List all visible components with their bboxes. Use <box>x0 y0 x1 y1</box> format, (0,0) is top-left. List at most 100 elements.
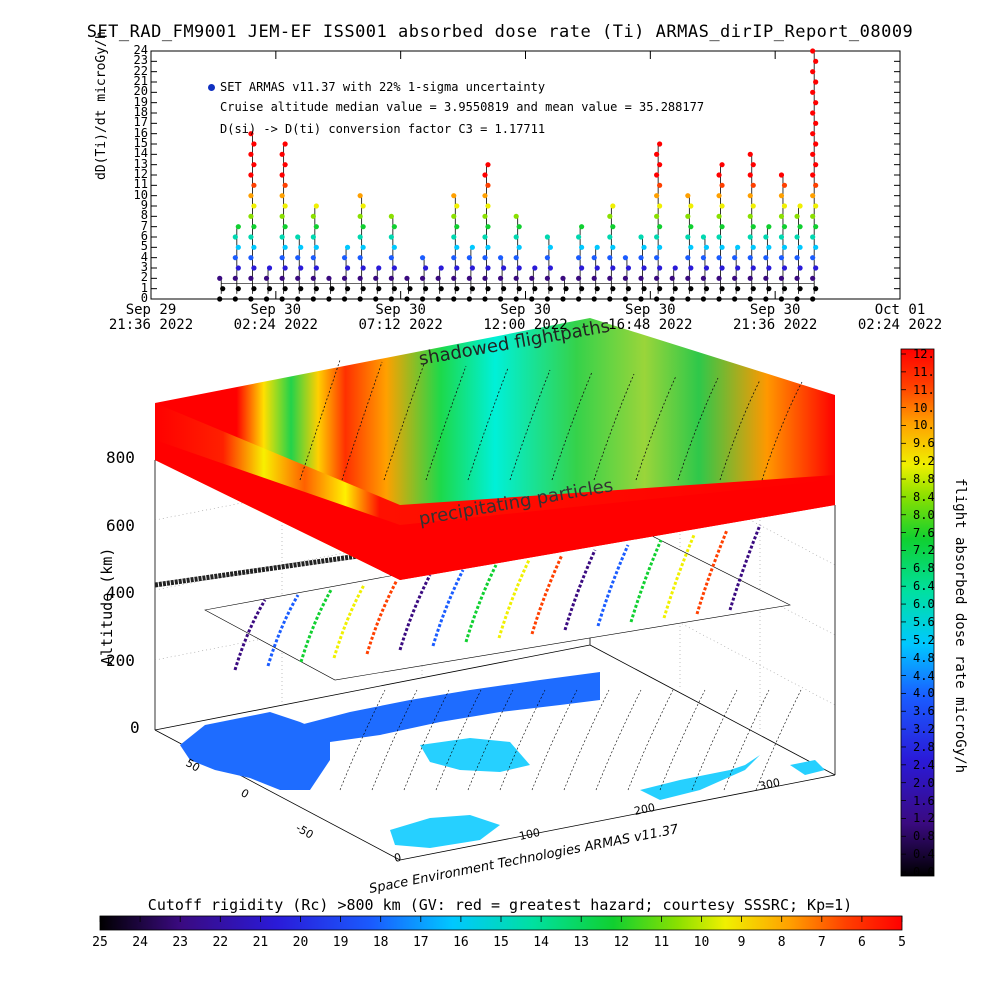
data-point <box>547 244 554 250</box>
data-point <box>298 265 304 271</box>
data-point <box>638 255 644 261</box>
ytick-label: 24 <box>133 43 148 57</box>
data-point <box>594 286 600 292</box>
ytick-label: 10 <box>133 187 148 202</box>
map-landmass-north <box>300 672 600 742</box>
ytick-label: 7 <box>140 218 148 233</box>
right-colorbar-value: 9.2 <box>913 454 935 469</box>
data-point <box>357 193 363 199</box>
data-point <box>797 224 803 230</box>
data-point <box>766 265 772 271</box>
data-point <box>747 255 753 261</box>
longitude-tick: 200 <box>633 801 656 818</box>
data-point <box>594 265 600 271</box>
data-point <box>766 244 772 250</box>
data-point <box>576 234 582 240</box>
slab-track <box>761 381 803 481</box>
ground-track <box>499 689 546 791</box>
data-point <box>454 224 460 230</box>
data-point <box>763 296 769 302</box>
data-point <box>781 286 788 292</box>
data-point <box>419 275 426 281</box>
data-point <box>750 265 756 271</box>
data-point <box>579 224 585 230</box>
map-landmass-pacific <box>790 760 825 775</box>
latitude-tick: -50 <box>294 821 316 841</box>
data-point <box>688 286 694 292</box>
data-point <box>732 255 738 261</box>
bottom-colorbar-value: 12 <box>613 935 630 950</box>
data-point <box>810 110 816 116</box>
data-point <box>516 286 522 292</box>
data-point <box>763 275 769 281</box>
longitude-tick: 0 <box>393 851 403 865</box>
ytick-label: 1 <box>140 280 148 295</box>
data-point <box>391 265 397 271</box>
xtick-date: Sep 29 <box>125 302 177 318</box>
right-colorbar-value: 6.0 <box>913 597 935 612</box>
top-xtick-marks <box>150 51 901 299</box>
data-point <box>482 275 488 281</box>
data-point <box>810 48 816 54</box>
orbit-track <box>464 564 498 643</box>
right-colorbar-value: 11. <box>913 382 935 397</box>
legend-dot-icon <box>208 84 215 91</box>
right-colorbar-value: 12. <box>913 347 935 361</box>
data-point <box>750 286 756 292</box>
data-point <box>313 203 319 209</box>
data-point <box>669 296 675 302</box>
chart-title: SET_RAD_FM9001 JEM-EF ISS001 absorbed do… <box>86 22 914 42</box>
data-point <box>625 286 632 292</box>
data-point <box>657 203 663 209</box>
data-point <box>607 255 613 261</box>
data-point <box>357 275 363 281</box>
data-point <box>310 255 316 261</box>
data-point <box>700 255 707 261</box>
data-point <box>747 193 753 199</box>
data-point <box>778 193 785 199</box>
data-point <box>688 224 694 230</box>
data-point <box>282 203 288 209</box>
data-point <box>251 141 257 147</box>
data-point <box>513 296 519 302</box>
slab-track <box>425 365 467 481</box>
right-colorbar <box>900 348 935 877</box>
data-point <box>810 151 816 157</box>
ytick-label: 0 <box>140 291 148 305</box>
data-point <box>279 213 285 219</box>
ytick-label: 13 <box>133 156 148 171</box>
data-point <box>248 213 254 219</box>
data-point <box>451 193 457 199</box>
data-point <box>591 296 597 302</box>
data-point <box>747 234 753 240</box>
orbit-track <box>365 579 399 655</box>
data-point <box>388 296 394 302</box>
data-point <box>310 296 316 302</box>
data-point <box>622 275 629 281</box>
data-point <box>560 275 566 281</box>
data-point <box>360 244 366 250</box>
data-point <box>654 213 660 219</box>
map-ground-tracks <box>339 689 802 791</box>
data-point <box>544 296 551 302</box>
data-point <box>279 255 285 261</box>
orbit-track <box>497 559 531 639</box>
data-point <box>797 265 803 271</box>
ytick-label: 11 <box>133 177 148 192</box>
data-point <box>360 265 366 271</box>
data-point <box>700 234 707 240</box>
data-point <box>654 151 660 157</box>
bottom-colorbar-value: 25 <box>92 935 108 950</box>
data-point <box>295 255 301 261</box>
data-point <box>360 203 366 209</box>
data-point <box>654 193 660 199</box>
right-colorbar-value: 5.6 <box>913 614 935 629</box>
data-point <box>672 286 678 292</box>
data-point <box>438 265 444 271</box>
ytick-label: 14 <box>133 146 148 161</box>
data-point <box>310 213 316 219</box>
data-point <box>813 203 819 209</box>
data-point <box>750 224 756 230</box>
data-point <box>232 275 238 281</box>
data-point <box>326 275 332 281</box>
